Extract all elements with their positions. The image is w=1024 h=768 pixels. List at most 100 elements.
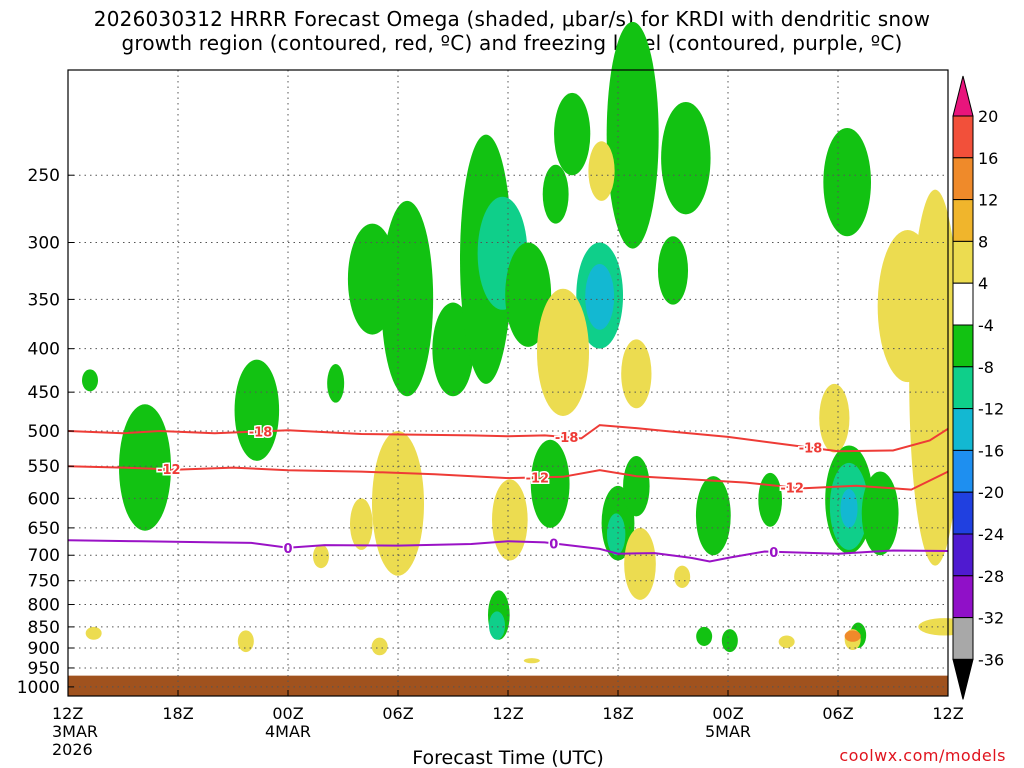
omega-cell bbox=[674, 565, 691, 589]
y-tick-label: 800 bbox=[28, 596, 60, 616]
contour-label: -18 bbox=[249, 425, 273, 440]
omega-cell bbox=[491, 479, 528, 561]
x-tick-label: 00Z bbox=[272, 704, 303, 723]
omega-cell bbox=[623, 456, 650, 517]
contour-label: 0 bbox=[549, 537, 558, 552]
colorbar-label: -4 bbox=[978, 316, 994, 335]
omega-cell bbox=[505, 242, 552, 347]
colorbar-label: -12 bbox=[978, 400, 1004, 419]
omega-cell bbox=[85, 626, 102, 640]
omega-cell bbox=[489, 611, 505, 640]
x-tick-label: 12Z bbox=[52, 704, 83, 723]
colorbar-top-arrow bbox=[952, 75, 974, 117]
colorbar-label: 20 bbox=[978, 107, 998, 126]
omega-cell bbox=[585, 264, 615, 330]
x-tick-label: 5MAR bbox=[705, 722, 751, 741]
omega-cell bbox=[823, 128, 871, 237]
omega-cell bbox=[349, 498, 373, 550]
omega-cell bbox=[778, 635, 795, 648]
plot-frame bbox=[67, 69, 949, 697]
chart-title-line-1: 2026030312 HRRR Forecast Omega (shaded, … bbox=[93, 7, 931, 31]
y-tick-label: 750 bbox=[28, 572, 60, 592]
y-tick-label: 950 bbox=[28, 659, 60, 679]
omega-cell bbox=[861, 471, 899, 556]
omega-shading bbox=[82, 21, 971, 664]
contour-label: -12 bbox=[157, 463, 181, 478]
colorbar-swatch bbox=[952, 157, 974, 201]
x-axis-title: Forecast Time (UTC) bbox=[412, 747, 603, 768]
colorbar-swatch bbox=[952, 240, 974, 284]
y-tick-label: 300 bbox=[28, 233, 60, 253]
omega-cell bbox=[530, 439, 570, 528]
colorbar-label: -16 bbox=[978, 441, 1004, 460]
y-tick-label: 550 bbox=[28, 457, 60, 477]
colorbar-bottom-arrow bbox=[952, 658, 974, 700]
omega-cell bbox=[327, 364, 345, 403]
x-tick-label: 06Z bbox=[822, 704, 853, 723]
contour-lines: -18 -18 -18 -12 -12 -12 0 0 0 bbox=[67, 424, 949, 563]
x-tick-label: 18Z bbox=[602, 704, 633, 723]
contour-label: 0 bbox=[769, 546, 778, 561]
colorbar-swatch bbox=[952, 533, 974, 577]
contour--18 bbox=[67, 424, 949, 453]
contour-label: -18 bbox=[799, 442, 823, 457]
y-tick-label: 450 bbox=[28, 383, 60, 403]
colorbar-label: 8 bbox=[978, 232, 988, 251]
x-tick-label: 12Z bbox=[492, 704, 523, 723]
omega-cell bbox=[432, 302, 474, 397]
colorbar-swatch bbox=[952, 449, 974, 493]
axis-labels: 2503003504004505005506006507007508008509… bbox=[17, 166, 964, 768]
y-tick-label: 850 bbox=[28, 618, 60, 638]
x-tick-label: 18Z bbox=[162, 704, 193, 723]
colorbar-label: -24 bbox=[978, 525, 1004, 544]
contour-label: -12 bbox=[780, 481, 804, 496]
colorbar-swatch bbox=[952, 199, 974, 242]
omega-cell bbox=[606, 513, 626, 556]
colorbar-swatch bbox=[952, 282, 974, 326]
omega-cell bbox=[657, 236, 689, 305]
grid-lines bbox=[68, 70, 948, 696]
omega-cell bbox=[313, 544, 329, 569]
colorbar: 20 16 12 8 4 -4 -8 -12 -16 -20 -24 -28 -32 -36 bbox=[952, 75, 1004, 700]
omega-cell bbox=[381, 200, 434, 397]
colorbar-swatch bbox=[952, 617, 974, 660]
colorbar-swatch bbox=[952, 575, 974, 619]
colorbar-label: -36 bbox=[978, 650, 1004, 669]
omega-cell bbox=[372, 431, 424, 576]
omega-cell bbox=[82, 369, 98, 392]
omega-cell bbox=[721, 629, 738, 653]
site-credit[interactable]: coolwx.com/models bbox=[839, 746, 1006, 765]
colorbar-label: 4 bbox=[978, 274, 988, 293]
colorbar-swatch bbox=[952, 324, 974, 368]
x-tick-label: 06Z bbox=[382, 704, 413, 723]
omega-cell bbox=[758, 472, 783, 527]
omega-cell bbox=[554, 92, 591, 176]
colorbar-label: -8 bbox=[978, 358, 994, 377]
omega-cell bbox=[840, 488, 858, 528]
omega-cell bbox=[819, 383, 850, 453]
omega-cell bbox=[542, 164, 569, 224]
colorbar-swatch bbox=[952, 115, 974, 159]
y-tick-label: 250 bbox=[28, 166, 60, 186]
x-tick-label: 2026 bbox=[52, 740, 93, 759]
contour-0 bbox=[67, 539, 949, 563]
colorbar-swatch bbox=[952, 491, 974, 535]
omega-cell bbox=[696, 626, 713, 646]
omega-cell bbox=[537, 288, 589, 416]
x-tick-label: 00Z bbox=[712, 704, 743, 723]
omega-cell bbox=[588, 141, 615, 201]
contour--12 bbox=[67, 465, 949, 491]
colorbar-label: 16 bbox=[978, 149, 998, 168]
y-tick-label: 600 bbox=[28, 489, 60, 509]
colorbar-label: -32 bbox=[978, 609, 1004, 628]
contour-label: -12 bbox=[526, 471, 550, 486]
omega-cell bbox=[237, 630, 254, 653]
omega-cell bbox=[695, 476, 731, 556]
y-tick-label: 900 bbox=[28, 639, 60, 659]
omega-cell bbox=[661, 101, 711, 215]
x-tick-label: 3MAR bbox=[52, 722, 98, 741]
colorbar-label: -20 bbox=[978, 483, 1004, 502]
y-tick-label: 350 bbox=[28, 290, 60, 310]
x-tick-label: 4MAR bbox=[265, 722, 311, 741]
